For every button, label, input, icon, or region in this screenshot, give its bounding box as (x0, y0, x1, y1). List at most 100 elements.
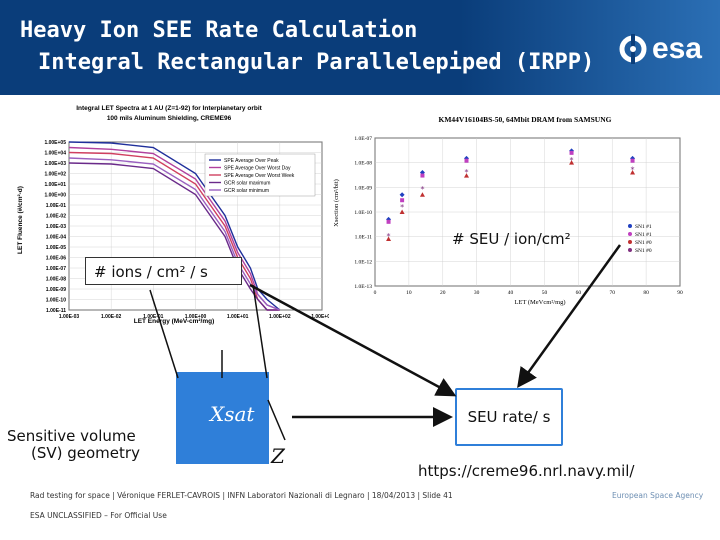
x-tick-label: 40 (508, 290, 514, 296)
x-tick-label: 1.00E+02 (269, 314, 291, 320)
slide-title-line2: Integral Rectangular Parallelepiped (IRP… (38, 50, 595, 75)
y-axis-label: LET Fluence (#/cm²-d) (17, 186, 24, 254)
legend-marker (628, 224, 632, 228)
arrow-seu-to-rate (517, 244, 622, 389)
legend-marker (628, 248, 632, 252)
arrow-ions-to-sv (149, 289, 179, 379)
data-point (399, 192, 405, 198)
sensitive-volume-box (176, 372, 269, 464)
classification-label: ESA UNCLASSIFIED – For Official Use (30, 511, 167, 520)
y-tick-label: 1.0E-12 (354, 259, 372, 265)
esa-logo: esa (619, 32, 702, 66)
series-line (68, 157, 281, 311)
x-tick-label: 60 (576, 290, 582, 296)
y-tick-label: 1.00E-04 (46, 235, 67, 241)
seu-rate-box: SEU rate/ s (455, 388, 563, 446)
ions-flux-label: # ions / cm² / s (85, 257, 242, 285)
y-tick-label: 1.00E+00 (44, 193, 66, 199)
chart-title-line1: Integral LET Spectra at 1 AU (Z=1-92) fo… (76, 105, 262, 112)
sv-label-line1: Sensitive volume (7, 427, 136, 445)
data-point: * (387, 232, 391, 241)
data-point (569, 150, 574, 155)
x-axis-label: LET (MeVcm²/mg) (514, 299, 565, 306)
y-tick-label: 1.00E+05 (44, 140, 66, 146)
legend-entry: SPE Average Over Peak (224, 158, 279, 164)
sv-label-line2: (SV) geometry (31, 444, 140, 462)
data-point: * (570, 156, 574, 165)
y-tick-label: 1.00E-09 (46, 287, 67, 293)
creme96-link[interactable]: https://creme96.nrl.navy.mil/ (418, 462, 635, 480)
data-point (569, 160, 575, 165)
x-tick-label: 70 (609, 290, 615, 296)
legend-box (204, 153, 316, 197)
legend-marker (628, 232, 632, 236)
slide-header: Heavy Ion SEE Rate Calculation Integral … (0, 0, 720, 95)
y-tick-label: 1.00E-11 (46, 308, 66, 314)
legend-entry: SPE Average Over Worst Week (224, 173, 295, 179)
y-tick-label: 1.0E-09 (354, 185, 372, 191)
data-point (464, 173, 469, 178)
y-tick-label: 1.0E-13 (354, 284, 372, 290)
esa-logo-text: esa (651, 32, 702, 65)
y-tick-label: 1.00E-07 (46, 266, 67, 272)
data-point (386, 219, 391, 224)
slide-title-line1: Heavy Ion SEE Rate Calculation (20, 18, 418, 43)
seu-cross-section-label: # SEU / ion/cm² (452, 230, 571, 248)
x-tick-label: 1.00E+01 (227, 314, 249, 320)
arrow-to-seu-rate (249, 283, 457, 397)
x-tick-label: 50 (542, 290, 548, 296)
data-point (420, 173, 425, 178)
esa-logo-icon (619, 34, 647, 64)
y-tick-label: 1.00E-06 (46, 256, 67, 262)
legend-entry: SN1 #0 (635, 240, 652, 246)
y-tick-label: 1.0E-11 (355, 235, 373, 241)
y-tick-label: 1.00E-01 (46, 203, 67, 209)
x-tick-label: 1.00E-01 (143, 314, 164, 320)
plot-area: 1.0E-07 1.0E-08 1.0E-09 1.0E-10 1.0E-11 1.0E-… (354, 136, 683, 296)
series-line (68, 141, 281, 311)
chart-title-line2: 100 mils Aluminum Shielding, CREME96 (107, 115, 232, 122)
y-tick-label: 1.0E-07 (354, 136, 372, 142)
data-point (464, 158, 469, 163)
data-point (419, 192, 425, 197)
y-tick-label: 1.0E-08 (354, 161, 372, 167)
x-axis-label: LET Energy (MeV-cm²/mg) (134, 318, 215, 325)
x-tick-label: 1.00E-03 (59, 314, 80, 320)
arrow-z (267, 399, 286, 441)
cross-section-chart: KM44V16104BS-50, 64Mbit DRAM from SAMSUN… (330, 108, 690, 306)
data-point: * (400, 203, 404, 212)
series-line (68, 162, 280, 311)
x-tick-label: 10 (406, 290, 412, 296)
x-tick-label: 1.00E+00 (185, 314, 207, 320)
x-tick-label: 80 (643, 290, 649, 296)
legend-entry: SN1 #0 (635, 248, 652, 254)
data-point (399, 209, 405, 214)
x-tick-label: 1.00E+03 (311, 314, 329, 320)
footer-agency-name: European Space Agency (612, 491, 704, 500)
footer-text: Rad testing for space | Véronique FERLET… (30, 491, 453, 500)
y-tick-label: 1.00E+02 (44, 172, 66, 178)
legend-entry: SN1 #1 (635, 224, 652, 230)
x-tick-label: 30 (474, 290, 480, 296)
legend-entry: SPE Average Over Worst Day (224, 166, 291, 172)
y-tick-label: 1.00E-10 (46, 298, 67, 304)
y-tick-label: 1.0E-10 (354, 210, 372, 216)
x-tick-label: 90 (677, 290, 683, 296)
y-tick-label: 1.00E-08 (46, 277, 67, 283)
data-point (630, 158, 635, 163)
legend-entry: SN1 #1 (635, 232, 652, 238)
y-tick-label: 1.00E+01 (44, 182, 66, 188)
legend-entry: GCR solar minimum (224, 188, 269, 194)
x-tick-label: 0 (374, 290, 377, 296)
cross-section-svg: KM44V16104BS-50, 64Mbit DRAM from SAMSUN… (333, 115, 683, 306)
chart-title: KM44V16104BS-50, 64Mbit DRAM from SAMSUN… (439, 115, 612, 124)
data-point: * (631, 166, 635, 175)
header-gradient (460, 0, 720, 95)
legend-marker (628, 240, 632, 244)
y-tick-label: 1.00E+04 (44, 151, 66, 157)
y-tick-label: 1.00E-03 (46, 224, 67, 230)
xsat-label: Xsat (210, 402, 255, 426)
arrow-seu-to-sv (252, 284, 268, 379)
y-tick-label: 1.00E-02 (46, 214, 67, 220)
